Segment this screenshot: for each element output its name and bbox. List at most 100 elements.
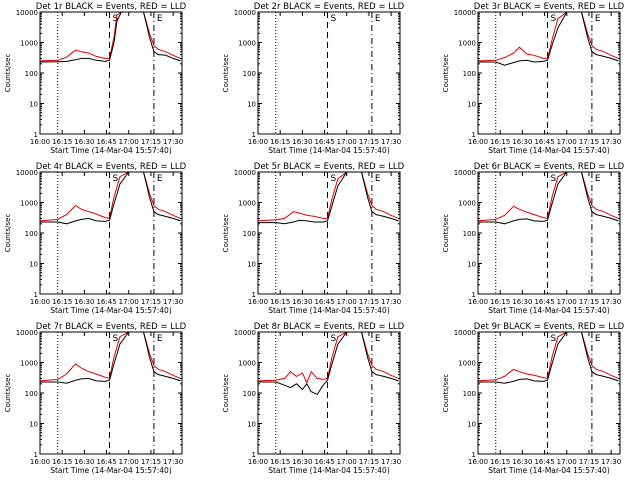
panel-title: Det 7r BLACK = Events, RED = LLD [36,322,187,332]
y-tick-label: 10 [29,421,38,429]
marker-label: S [551,14,557,24]
y-tick-label: 1000 [20,360,38,368]
x-tick-label: 16:00 [30,458,50,466]
x-tick-label: 16:30 [74,298,94,306]
lld-series-line [478,12,619,62]
y-tick-label: 1 [34,131,38,139]
x-tick-label: 16:45 [534,138,554,146]
x-tick-label: 17:30 [601,458,621,466]
panel-title: Det 5r BLACK = Events, RED = LLD [254,162,405,172]
y-tick-label: 100 [243,390,256,398]
y-tick-label: 10 [467,101,476,109]
x-tick-label: 17:15 [579,138,599,146]
x-tick-label: 16:15 [270,138,290,146]
x-tick-label: 16:30 [512,138,532,146]
series-group [258,332,399,396]
x-tick-label: 17:30 [381,458,401,466]
x-tick-label: 16:00 [468,138,488,146]
x-axis-label: Start Time (14-Mar-04 15:57:40) [268,146,390,155]
y-tick-label: 1000 [458,200,476,208]
y-tick-label: 100 [25,70,38,78]
lld-series-line [40,12,181,62]
x-axis-label: Start Time (14-Mar-04 15:57:40) [268,306,390,315]
y-tick-label: 10 [247,261,256,269]
lld-series-line [478,332,619,382]
marker-label: E [375,174,381,184]
plot-frame [39,11,183,135]
detector-panel: Det 7r BLACK = Events, RED = LLD S E 1 10 100… [4,322,187,475]
marker-label: S [331,174,337,184]
x-tick-label: 16:00 [468,298,488,306]
series-group [40,172,181,225]
y-axis-label: Counts/sec [4,214,12,253]
x-axis-label: Start Time (14-Mar-04 15:57:40) [50,306,172,315]
events-series-line [478,12,619,66]
y-tick-label: 10 [29,101,38,109]
y-tick-label: 100 [243,70,256,78]
y-tick-label: 1 [252,131,256,139]
lld-series-line [40,332,181,382]
marker-label: E [595,14,601,24]
panel-title: Det 9r BLACK = Events, RED = LLD [474,322,625,332]
plot-frame [477,171,621,295]
y-tick-label: 10000 [234,169,256,177]
x-tick-label: 16:45 [96,138,116,146]
marker-label: E [375,14,381,24]
marker-label: S [113,334,119,344]
series-group [478,12,619,66]
y-tick-label: 1 [472,291,476,299]
marker-label: S [331,334,337,344]
marker-label: E [595,174,601,184]
x-tick-label: 16:45 [314,298,334,306]
y-tick-label: 1 [472,451,476,459]
x-axis-label: Start Time (14-Mar-04 15:57:40) [488,146,610,155]
y-axis-label: Counts/sec [4,54,12,93]
marker-label: E [157,334,163,344]
detector-panel: Det 1r BLACK = Events, RED = LLD S E 1 10 100… [4,2,187,155]
events-series-line [40,172,181,225]
x-tick-label: 16:30 [292,298,312,306]
y-tick-label: 1 [472,131,476,139]
y-axis-label: Counts/sec [4,374,12,413]
marker-label: E [375,334,381,344]
y-tick-label: 10000 [16,9,38,17]
x-tick-label: 16:45 [314,138,334,146]
y-tick-label: 10 [467,421,476,429]
x-tick-label: 17:15 [141,298,161,306]
series-group [40,12,181,63]
x-tick-label: 17:15 [579,458,599,466]
y-tick-label: 100 [463,390,476,398]
plot-frame [477,331,621,455]
detector-panel: Det 5r BLACK = Events, RED = LLD S E 1 10 100… [222,162,405,315]
detector-panel: Det 4r BLACK = Events, RED = LLD S E 1 10 100… [4,162,187,315]
x-tick-label: 16:45 [314,458,334,466]
x-tick-label: 17:30 [163,298,183,306]
y-tick-label: 10000 [454,169,476,177]
plot-frame [39,171,183,295]
x-tick-label: 16:45 [96,298,116,306]
x-tick-label: 16:45 [534,458,554,466]
series-group [40,332,181,384]
panel-title: Det 4r BLACK = Events, RED = LLD [36,162,187,172]
x-tick-label: 17:00 [119,298,139,306]
x-tick-label: 17:30 [601,138,621,146]
detector-panel: Det 2r BLACK = Events, RED = LLD S E 1 10 100… [222,2,405,155]
y-tick-label: 1 [34,291,38,299]
y-tick-label: 10 [247,421,256,429]
events-series-line [258,172,399,225]
x-tick-label: 17:15 [141,458,161,466]
x-tick-label: 17:00 [119,458,139,466]
y-tick-label: 1 [34,451,38,459]
y-tick-label: 100 [25,390,38,398]
y-tick-label: 1 [252,451,256,459]
y-tick-label: 10000 [234,9,256,17]
x-tick-label: 16:00 [468,458,488,466]
panel-title: Det 6r BLACK = Events, RED = LLD [474,162,625,172]
plot-frame [39,331,183,455]
x-tick-label: 16:15 [490,138,510,146]
lld-series-line [40,172,181,222]
x-tick-label: 17:15 [359,458,379,466]
x-tick-label: 17:00 [337,138,357,146]
x-axis-label: Start Time (14-Mar-04 15:57:40) [268,466,390,475]
